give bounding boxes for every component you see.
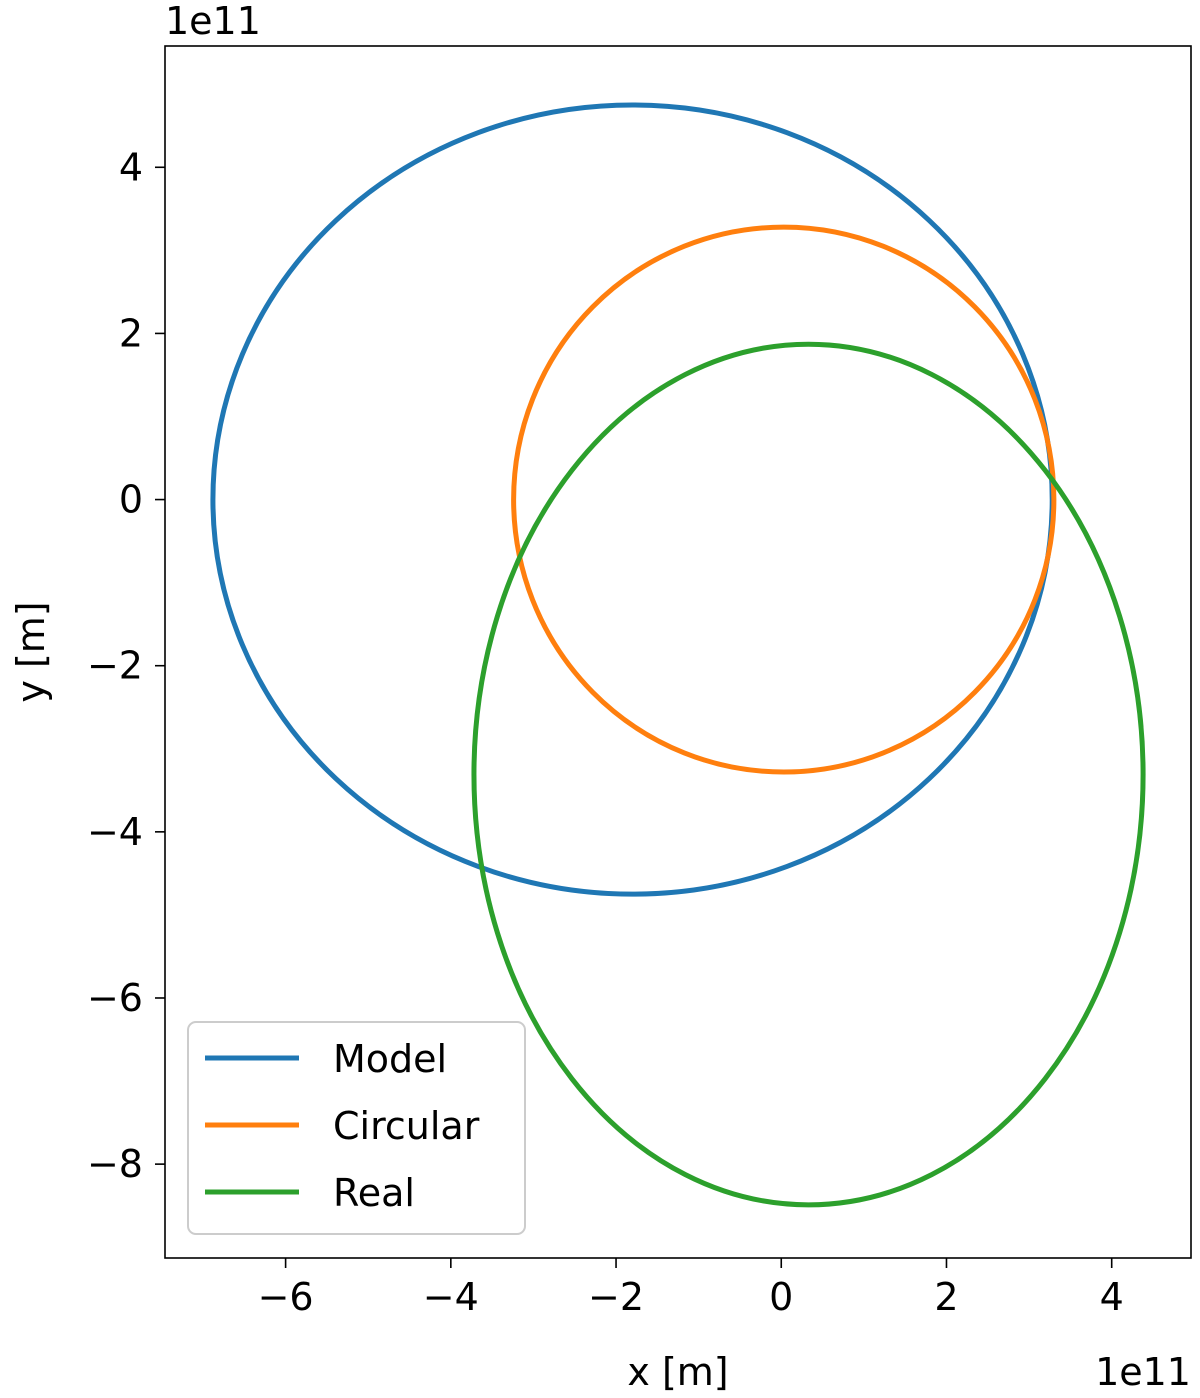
legend-items: Model Circular Real — [205, 1037, 480, 1215]
y-axis-label: y [m] — [9, 601, 53, 702]
y-tick-label: −2 — [87, 644, 143, 688]
series-circular-curve — [511, 224, 1057, 775]
y-tick-label: −6 — [87, 976, 143, 1020]
x-tick-label: −4 — [423, 1275, 479, 1319]
x-offset-label: 1e11 — [1095, 1350, 1191, 1394]
x-axis-ticks: −6 −4 −2 0 2 4 — [258, 1258, 1124, 1319]
y-tick-label: 2 — [119, 311, 143, 355]
legend-label-real: Real — [333, 1171, 415, 1215]
x-tick-label: 0 — [769, 1275, 793, 1319]
y-offset-label: 1e11 — [165, 0, 261, 43]
y-tick-label: 0 — [119, 478, 143, 522]
y-axis-ticks: −8 −6 −4 −2 0 2 4 — [87, 145, 165, 1186]
legend: Model Circular Real — [187, 1021, 526, 1235]
y-tick-label: −4 — [87, 810, 143, 854]
x-tick-label: −6 — [258, 1275, 314, 1319]
x-tick-label: 2 — [934, 1275, 958, 1319]
x-tick-label: 4 — [1100, 1275, 1124, 1319]
x-axis-label: x [m] — [627, 1350, 728, 1394]
axes-frame — [164, 45, 1192, 1259]
x-tick-label: −2 — [588, 1275, 644, 1319]
legend-label-circular: Circular — [333, 1104, 480, 1148]
series-layer — [210, 102, 1146, 1208]
legend-box — [187, 1021, 526, 1235]
y-tick-label: −8 — [87, 1142, 143, 1186]
series-real-curve — [471, 341, 1146, 1208]
y-tick-label: 4 — [119, 145, 143, 189]
legend-label-model: Model — [333, 1037, 447, 1081]
